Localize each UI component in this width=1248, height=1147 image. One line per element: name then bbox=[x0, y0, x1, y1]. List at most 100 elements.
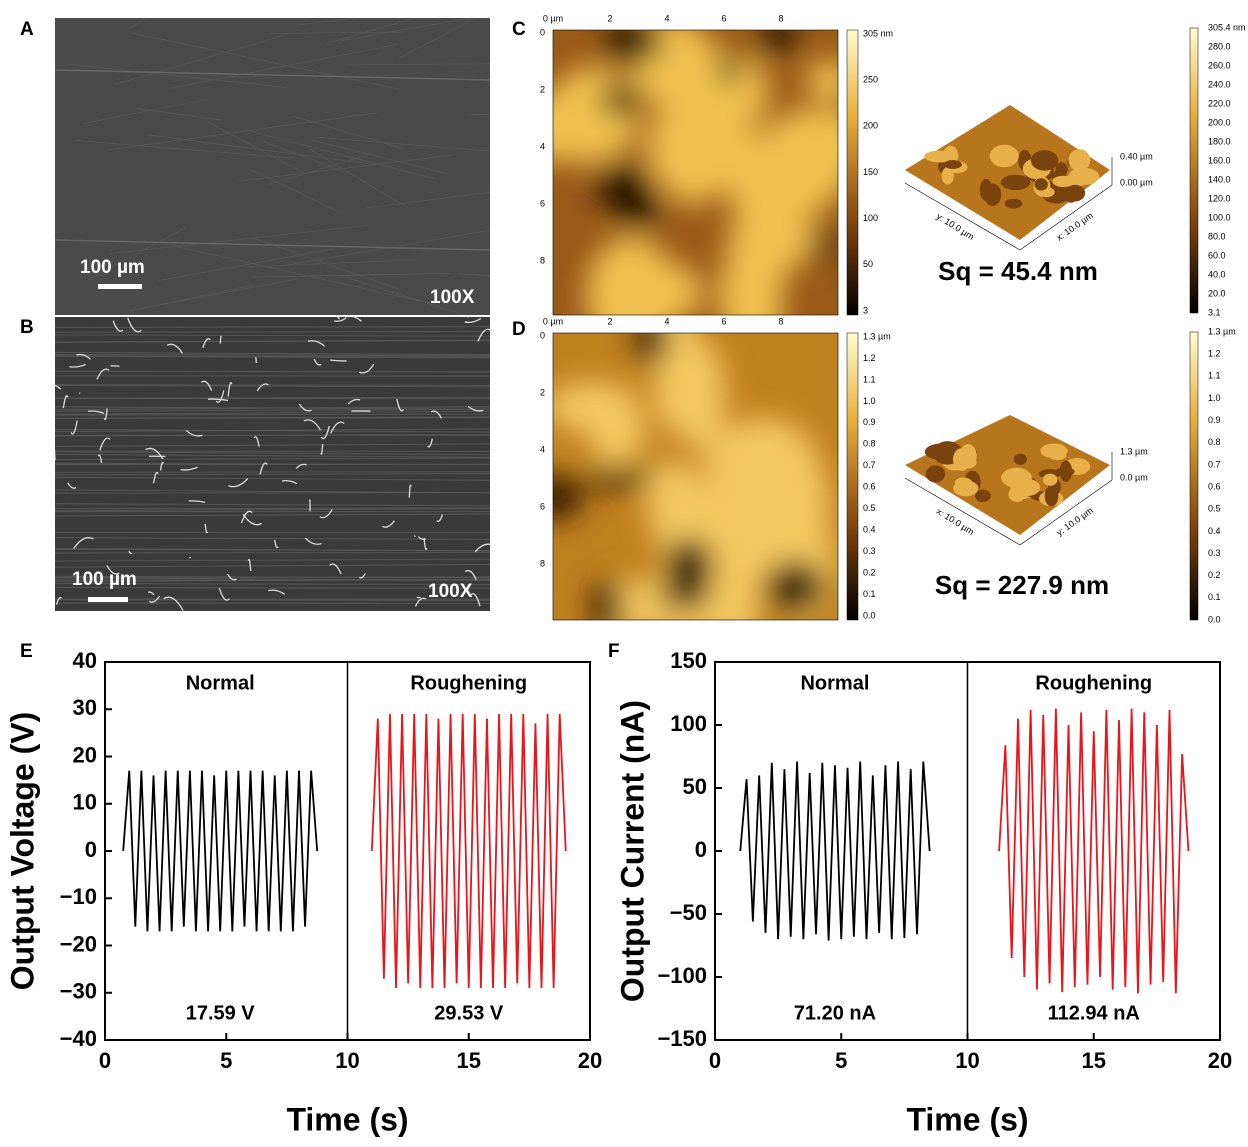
surface-bump bbox=[955, 478, 972, 488]
surface-bump bbox=[1005, 199, 1023, 209]
magnification: 100X bbox=[428, 581, 473, 602]
colorbar-label: 280.0 bbox=[1208, 41, 1231, 51]
afm-x-tick: 6 bbox=[721, 13, 726, 23]
colorbar-label: 220.0 bbox=[1208, 98, 1231, 108]
colorbar-label: 0.1 bbox=[863, 589, 876, 599]
annotation: 17.59 V bbox=[186, 1002, 256, 1024]
afm-y-tick: 8 bbox=[540, 558, 545, 568]
surface-bump bbox=[1031, 150, 1058, 170]
colorbar-label: 1.2 bbox=[1208, 349, 1221, 359]
y-tick-label: 0 bbox=[85, 837, 97, 862]
afm-y-tick: 6 bbox=[540, 501, 545, 511]
z-label: 1.3 µm bbox=[1120, 446, 1148, 456]
y-tick-label: −100 bbox=[657, 963, 707, 988]
colorbar-label: 160.0 bbox=[1208, 155, 1231, 165]
panel-label: A bbox=[20, 19, 34, 40]
afm-y-tick: 2 bbox=[540, 84, 545, 94]
figure: A B C D E F 100 µm 100X 100 µm 100X Sq =… bbox=[0, 0, 1248, 1147]
colorbar-label: 150 bbox=[863, 167, 878, 177]
x-tick-label: 10 bbox=[335, 1048, 359, 1073]
scale-label: 100 µm bbox=[72, 569, 137, 590]
colorbar-label: 200.0 bbox=[1208, 117, 1231, 127]
fiber bbox=[220, 336, 221, 343]
colorbar-label: 80.0 bbox=[1208, 231, 1226, 241]
colorbar-label: 0.2 bbox=[863, 567, 876, 577]
annotation: 29.53 V bbox=[434, 1002, 504, 1024]
surface-bump bbox=[1000, 145, 1015, 166]
colorbar-label: 50 bbox=[863, 259, 873, 269]
z-label: 0.00 µm bbox=[1120, 177, 1153, 187]
texture bbox=[584, 468, 653, 489]
surface-bump bbox=[1055, 468, 1075, 476]
afm-x-tick: 2 bbox=[607, 316, 612, 326]
colorbar bbox=[1190, 28, 1198, 313]
surface-bump bbox=[1055, 162, 1067, 175]
afm-y-tick: 8 bbox=[540, 255, 545, 265]
texture bbox=[601, 85, 640, 115]
colorbar-label: 1.3 µm bbox=[863, 331, 891, 341]
colorbar-label: 0.5 bbox=[1208, 504, 1221, 514]
texture bbox=[55, 398, 490, 399]
colorbar-label: 0.0 bbox=[1208, 614, 1221, 624]
colorbar-label: 1.1 bbox=[1208, 371, 1221, 381]
y-tick-label: 10 bbox=[73, 790, 97, 815]
axis-label-3d: y: 10.0 µm bbox=[935, 211, 976, 242]
texture bbox=[525, 475, 584, 520]
axis-label-3d: x: 10.0 µm bbox=[935, 506, 976, 537]
surface-bump bbox=[1065, 185, 1085, 202]
afm-x-tick: 6 bbox=[721, 316, 726, 326]
y-axis-label: Output Voltage (V) bbox=[4, 712, 40, 990]
afm-x-tick: 2 bbox=[607, 13, 612, 23]
annotation: 71.20 nA bbox=[794, 1002, 876, 1024]
z-label: 0.40 µm bbox=[1120, 151, 1153, 161]
signal-line bbox=[123, 771, 317, 932]
texture bbox=[654, 89, 732, 204]
x-tick-label: 20 bbox=[578, 1048, 602, 1073]
colorbar-label: 1.2 bbox=[863, 353, 876, 363]
colorbar-label: 0.8 bbox=[863, 439, 876, 449]
x-tick-label: 5 bbox=[220, 1048, 232, 1073]
colorbar-label: 1.1 bbox=[863, 374, 876, 384]
texture bbox=[655, 362, 713, 436]
colorbar-label: 0.6 bbox=[1208, 481, 1221, 491]
colorbar-label: 0.4 bbox=[863, 525, 876, 535]
afm-y-tick: 4 bbox=[540, 444, 545, 454]
x-tick-label: 15 bbox=[1082, 1048, 1106, 1073]
surface-bump bbox=[1043, 474, 1058, 486]
surface-bump bbox=[1035, 178, 1048, 190]
annotation: 112.94 nA bbox=[1048, 1002, 1140, 1024]
colorbar-label: 100 bbox=[863, 213, 878, 223]
x-axis-label: Time (s) bbox=[906, 1101, 1028, 1137]
colorbar-label: 0.1 bbox=[1208, 592, 1221, 602]
y-tick-label: −150 bbox=[657, 1026, 707, 1051]
colorbar bbox=[847, 30, 858, 315]
signal-line bbox=[999, 709, 1188, 994]
colorbar-label: 1.0 bbox=[1208, 393, 1221, 403]
colorbar-label: 0.2 bbox=[1208, 570, 1221, 580]
texture bbox=[658, 586, 711, 609]
y-tick-label: 50 bbox=[683, 774, 707, 799]
x-tick-label: 5 bbox=[835, 1048, 847, 1073]
colorbar-label: 240.0 bbox=[1208, 79, 1231, 89]
colorbar-label: 0.7 bbox=[1208, 459, 1221, 469]
scale-bar bbox=[98, 284, 142, 289]
texture bbox=[591, 579, 623, 635]
series-label: Roughening bbox=[1035, 672, 1152, 694]
afm-y-tick: 2 bbox=[540, 387, 545, 397]
series-label: Roughening bbox=[410, 672, 527, 694]
x-tick-label: 0 bbox=[709, 1048, 721, 1073]
colorbar-label: 120.0 bbox=[1208, 193, 1231, 203]
signal-line bbox=[740, 762, 929, 941]
roughness-label: Sq = 227.9 nm bbox=[935, 570, 1109, 600]
y-tick-label: 0 bbox=[695, 837, 707, 862]
colorbar-label: 1.3 µm bbox=[1208, 326, 1236, 336]
y-tick-label: −30 bbox=[60, 979, 97, 1004]
axis-label-3d: x: 10.0 µm bbox=[1054, 210, 1094, 242]
colorbar-label: 1.0 bbox=[863, 396, 876, 406]
texture bbox=[765, 561, 825, 612]
roughness-label: Sq = 45.4 nm bbox=[938, 256, 1098, 286]
z-label: 0.0 µm bbox=[1120, 472, 1148, 482]
y-tick-label: −10 bbox=[60, 884, 97, 909]
afm-x-tick: 0 µm bbox=[543, 13, 563, 23]
afm-y-tick: 6 bbox=[540, 198, 545, 208]
